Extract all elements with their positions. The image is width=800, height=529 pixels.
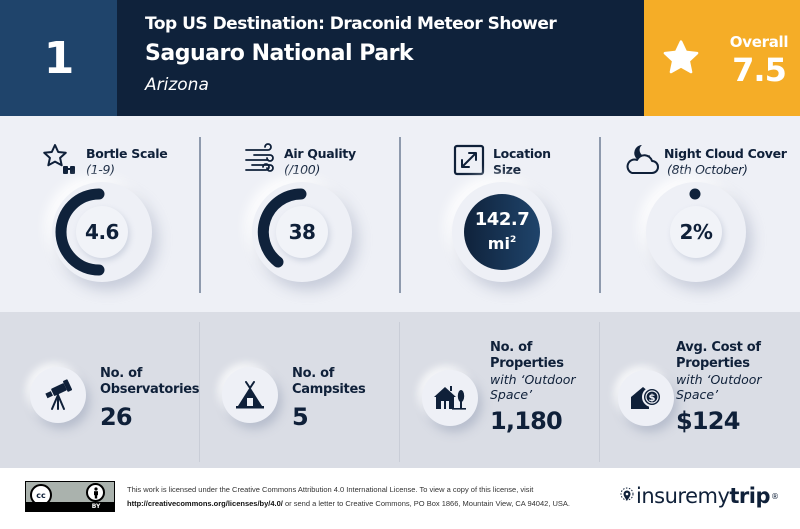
resize-icon xyxy=(453,144,485,176)
divider xyxy=(599,322,600,462)
gauge-dial: 4.6 xyxy=(52,182,152,282)
star-binoculars-icon xyxy=(43,144,75,174)
title-block: Top US Destination: Draconid Meteor Show… xyxy=(145,12,557,98)
stat-text: No. of Properties with ‘Outdoor Space’ 1… xyxy=(490,340,576,435)
stat-text: No. of Campsites 5 xyxy=(292,366,366,431)
gauge-center: 38 xyxy=(276,206,328,258)
gauge-unit: mi2 xyxy=(487,234,517,253)
telescope-icon xyxy=(45,379,72,410)
stats-section: No. of Observatories 26 No. of Campsites… xyxy=(0,312,800,468)
divider xyxy=(199,322,200,462)
divider xyxy=(399,137,401,293)
gauge-center: 2% xyxy=(670,206,722,258)
icon-bubble: $ xyxy=(618,370,674,426)
gauge-bortle-scale: Bortle Scale (1-9) 4.6 xyxy=(0,116,200,312)
location-size-disc: 142.7 mi2 xyxy=(464,194,540,270)
gauge-dial: 142.7 mi2 xyxy=(452,182,552,282)
divider xyxy=(399,322,400,462)
gauge-sublabel: (8th October) xyxy=(667,162,748,177)
gauge-value: 2% xyxy=(679,220,713,244)
gauge-air-quality: Air Quality (/100) 38 xyxy=(200,116,400,312)
house-tree-icon xyxy=(434,386,466,410)
license-text: This work is licensed under the Creative… xyxy=(127,485,570,508)
divider xyxy=(199,137,201,293)
stat-observatories: No. of Observatories 26 xyxy=(0,312,200,468)
stat-avg-cost: $ Avg. Cost of Properties with ‘Outdoor … xyxy=(600,312,800,468)
attribution-person-icon xyxy=(86,483,105,502)
cc-band xyxy=(26,502,114,511)
gauge-section: Bortle Scale (1-9) 4.6 Air Quality (/1 xyxy=(0,116,800,312)
stat-value: 5 xyxy=(292,403,309,431)
rank-box: 1 xyxy=(0,0,117,116)
wind-icon xyxy=(245,143,274,172)
cc-by-badge[interactable]: cc BY xyxy=(25,481,115,512)
insuremytrip-logo[interactable]: insuremy trip ® xyxy=(620,482,779,510)
overall-score-box: Overall 7.5 xyxy=(644,0,800,116)
overall-label: Overall xyxy=(729,33,789,51)
divider xyxy=(599,137,601,293)
stat-text: No. of Observatories 26 xyxy=(100,366,200,431)
gauge-value: 38 xyxy=(288,220,316,244)
tent-icon xyxy=(236,381,264,409)
header: 1 Top US Destination: Draconid Meteor Sh… xyxy=(0,0,800,116)
gauge-arc xyxy=(257,188,307,268)
location-pin-icon xyxy=(620,487,634,501)
stat-value: 26 xyxy=(100,403,133,431)
gauge-night-cloud-cover: Night Cloud Cover (8th October) 2% xyxy=(600,116,800,312)
cc-by-label: BY xyxy=(91,503,101,510)
icon-bubble xyxy=(422,370,478,426)
stat-value: $124 xyxy=(676,407,740,435)
house-dollar-icon: $ xyxy=(631,387,662,409)
state-label: Arizona xyxy=(145,75,209,95)
gauge-label: Location Size xyxy=(493,146,551,177)
park-title: Saguaro National Park xyxy=(145,41,414,66)
svg-text:$: $ xyxy=(649,393,656,404)
stat-properties: No. of Properties with ‘Outdoor Space’ 1… xyxy=(400,312,600,468)
gauge-arc xyxy=(689,188,701,200)
subtitle: Top US Destination: Draconid Meteor Show… xyxy=(145,14,557,34)
icon-bubble xyxy=(30,367,86,423)
gauge-arc xyxy=(55,188,105,276)
gauge-dial: 38 xyxy=(252,182,352,282)
overall-value: 7.5 xyxy=(732,51,787,89)
gauge-label: Night Cloud Cover (8th October) xyxy=(664,146,787,177)
gauge-center: 4.6 xyxy=(76,206,128,258)
license-link[interactable]: http://creativecommons.org/licenses/by/4… xyxy=(127,499,283,508)
gauge-label: Air Quality (/100) xyxy=(284,146,356,177)
stat-campsites: No. of Campsites 5 xyxy=(200,312,400,468)
footer: cc BY This work is licensed under the Cr… xyxy=(0,468,800,529)
icon-bubble xyxy=(222,367,278,423)
rank-number: 1 xyxy=(43,32,75,84)
moon-cloud-icon xyxy=(626,145,659,174)
stat-value: 1,180 xyxy=(490,407,563,435)
cc-icon: cc xyxy=(30,484,52,506)
gauge-sublabel: (/100) xyxy=(284,162,321,177)
gauge-label: Bortle Scale (1-9) xyxy=(86,146,168,177)
gauge-sublabel: (1-9) xyxy=(86,162,115,177)
gauge-value: 142.7 xyxy=(474,209,530,230)
gauge-dial: 2% xyxy=(646,182,746,282)
gauge-location-size: Location Size 142.7 mi2 xyxy=(400,116,600,312)
gauge-value: 4.6 xyxy=(85,220,119,244)
stat-text: Avg. Cost of Properties with ‘Outdoor Sp… xyxy=(676,340,762,435)
star-icon xyxy=(663,40,699,74)
